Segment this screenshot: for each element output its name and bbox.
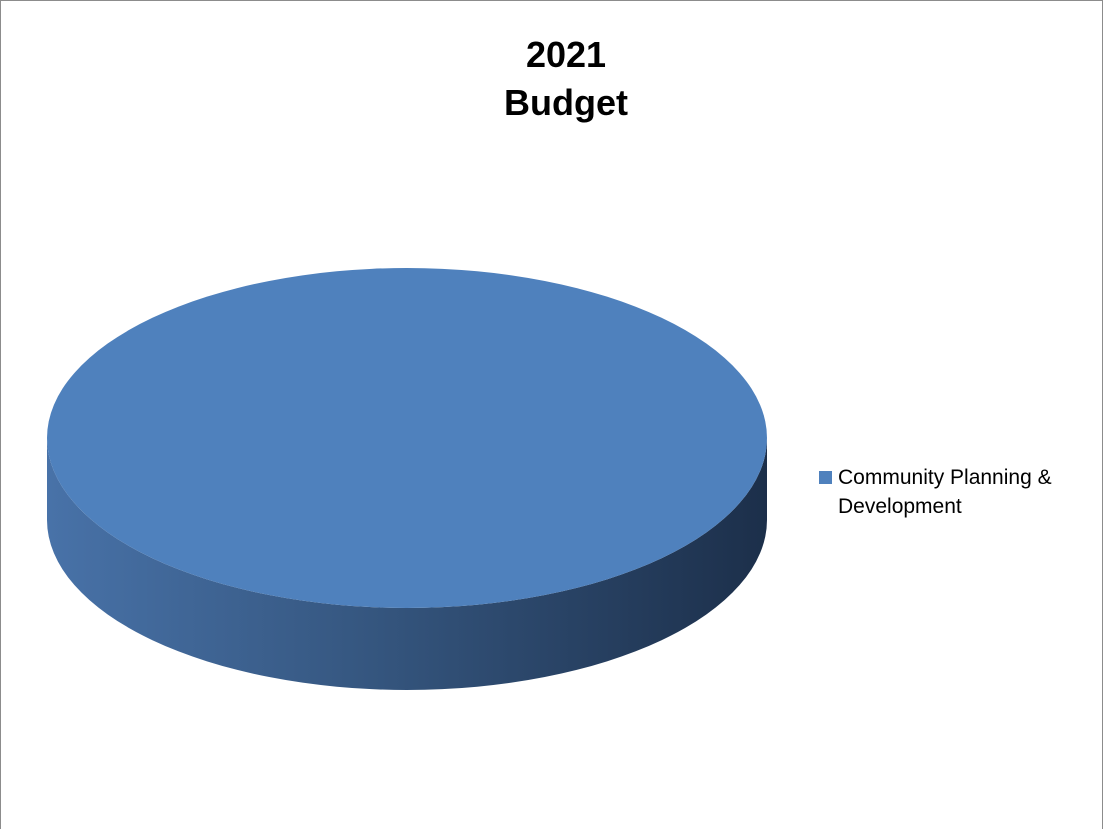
chart-title-line-2: Budget [504, 82, 628, 123]
legend-swatch [819, 471, 832, 484]
legend-item: Community Planning & Development [819, 463, 1089, 521]
pie-slice [47, 268, 767, 608]
chart-title-line-1: 2021 [525, 34, 607, 75]
legend-label: Community Planning & Development [838, 466, 1052, 518]
pie-slice-side [47, 438, 767, 690]
pie-slices [47, 268, 767, 690]
legend: Community Planning & Development [819, 463, 1089, 521]
chart-title: 2021 Budget [406, 31, 726, 127]
